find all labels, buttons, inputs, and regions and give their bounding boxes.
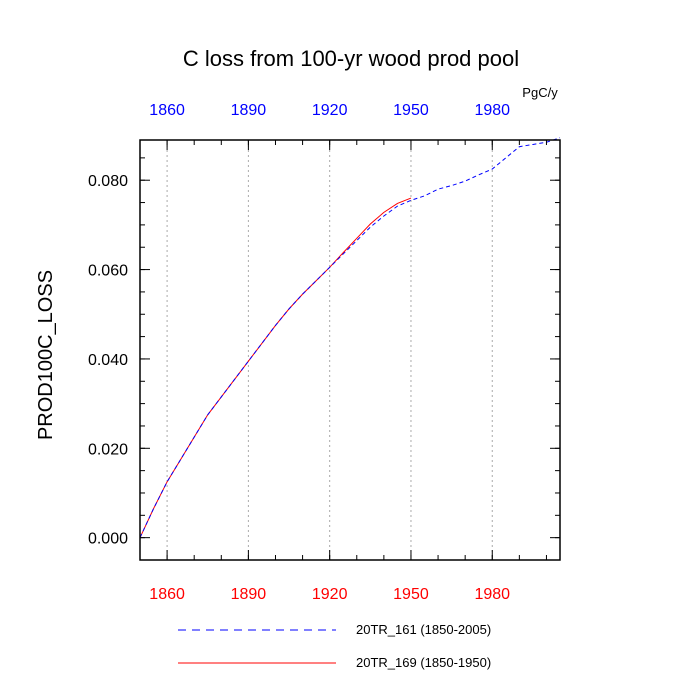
- y-tick-label: 0.060: [88, 263, 128, 280]
- y-tick-label: 0.040: [88, 352, 128, 369]
- x-tick-label-bottom: 1890: [231, 586, 267, 603]
- y-tick-label: 0.080: [88, 173, 128, 190]
- series-line-20tr-169: [139, 197, 412, 538]
- axis-ticks: [139, 140, 560, 560]
- x-tick-label-bottom: 1980: [474, 586, 510, 603]
- x-tick-label-bottom: 1920: [312, 586, 348, 603]
- x-tick-label-bottom: 1860: [149, 586, 185, 603]
- series-layer: [139, 137, 561, 538]
- legend: 20TR_161 (1850-2005) 20TR_169 (1850-1950…: [178, 622, 491, 670]
- units-label: PgC/y: [522, 85, 558, 100]
- legend-label-20tr-169: 20TR_169 (1850-1950): [356, 655, 491, 670]
- y-axis-label: PROD100C_LOSS: [35, 270, 57, 440]
- y-tick-label: 0.020: [88, 441, 128, 458]
- x-tick-label-bottom: 1950: [393, 586, 429, 603]
- y-tick-label: 0.000: [88, 531, 128, 548]
- plot-frame: [139, 139, 561, 561]
- gridlines: [166, 140, 493, 560]
- legend-label-20tr-161: 20TR_161 (1850-2005): [356, 622, 491, 637]
- tick-labels: 1860 1860 1890 1890 1920 1920 1950 1950 1980 1980…: [88, 102, 510, 603]
- chart-title: C loss from 100-yr wood prod pool: [183, 46, 519, 71]
- x-tick-label-top: 1860: [149, 102, 185, 119]
- x-tick-label-top: 1920: [312, 102, 348, 119]
- x-tick-label-top: 1890: [231, 102, 267, 119]
- series-line-20tr-161: [139, 137, 561, 538]
- x-tick-label-top: 1950: [393, 102, 429, 119]
- x-tick-label-top: 1980: [474, 102, 510, 119]
